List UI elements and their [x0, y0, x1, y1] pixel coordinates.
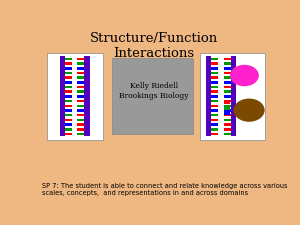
Bar	[77, 114, 85, 117]
Text: SP 7: The student is able to connect and relate knowledge across various
scales,: SP 7: The student is able to connect and…	[42, 183, 288, 196]
Bar	[65, 128, 72, 130]
Bar	[77, 90, 85, 93]
Bar	[212, 128, 218, 130]
Bar	[224, 76, 231, 79]
Bar	[77, 58, 85, 60]
Bar	[65, 133, 72, 135]
Text: Structure/Function
Interactions: Structure/Function Interactions	[90, 32, 218, 60]
Bar	[77, 95, 85, 98]
Bar	[77, 128, 85, 130]
Bar	[224, 81, 231, 84]
Bar	[65, 90, 72, 93]
Bar	[65, 81, 72, 84]
Bar	[212, 67, 218, 70]
Bar	[224, 104, 231, 107]
Bar	[224, 112, 230, 115]
Text: Kelly Riedell
Brookings Biology: Kelly Riedell Brookings Biology	[119, 82, 188, 100]
Bar	[65, 109, 72, 112]
Bar	[47, 53, 103, 140]
Bar	[224, 95, 231, 98]
Bar	[224, 86, 231, 88]
Bar	[224, 106, 230, 110]
Bar	[65, 72, 72, 74]
Circle shape	[230, 65, 259, 86]
Bar	[77, 72, 85, 74]
Bar	[212, 86, 218, 88]
Bar	[65, 104, 72, 107]
Bar	[77, 104, 85, 107]
Bar	[65, 114, 72, 117]
Bar	[77, 119, 85, 121]
Bar	[77, 100, 85, 102]
Bar	[65, 67, 72, 70]
Bar	[77, 62, 85, 65]
Bar	[212, 104, 218, 107]
Bar	[112, 58, 193, 134]
Bar	[200, 53, 266, 140]
Bar	[60, 56, 65, 136]
Bar	[65, 58, 72, 60]
Bar	[212, 62, 218, 65]
Bar	[224, 109, 231, 112]
Bar	[224, 114, 231, 117]
Bar	[65, 119, 72, 121]
Bar	[77, 109, 85, 112]
Bar	[65, 86, 72, 88]
Bar	[224, 72, 231, 74]
Bar	[65, 95, 72, 98]
Bar	[224, 123, 231, 126]
Bar	[206, 56, 211, 136]
Bar	[212, 72, 218, 74]
Bar	[212, 90, 218, 93]
Bar	[231, 56, 236, 136]
Bar	[212, 114, 218, 117]
Bar	[77, 123, 85, 126]
Bar	[212, 133, 218, 135]
Bar	[65, 62, 72, 65]
Bar	[212, 81, 218, 84]
Bar	[224, 133, 231, 135]
Bar	[65, 100, 72, 102]
Circle shape	[233, 99, 265, 122]
Bar	[224, 67, 231, 70]
Bar	[85, 56, 90, 136]
Bar	[65, 76, 72, 79]
Bar	[212, 58, 218, 60]
Bar	[224, 62, 231, 65]
Bar	[212, 100, 218, 102]
Bar	[224, 101, 230, 104]
Bar	[212, 119, 218, 121]
Bar	[65, 123, 72, 126]
Bar	[77, 76, 85, 79]
Bar	[212, 123, 218, 126]
Bar	[224, 100, 231, 102]
Bar	[224, 128, 231, 130]
Bar	[212, 95, 218, 98]
Bar	[224, 58, 231, 60]
Bar	[77, 81, 85, 84]
Bar	[77, 86, 85, 88]
Bar	[212, 109, 218, 112]
Bar	[77, 67, 85, 70]
Bar	[224, 90, 231, 93]
Bar	[224, 119, 231, 121]
Bar	[212, 76, 218, 79]
Bar	[77, 133, 85, 135]
